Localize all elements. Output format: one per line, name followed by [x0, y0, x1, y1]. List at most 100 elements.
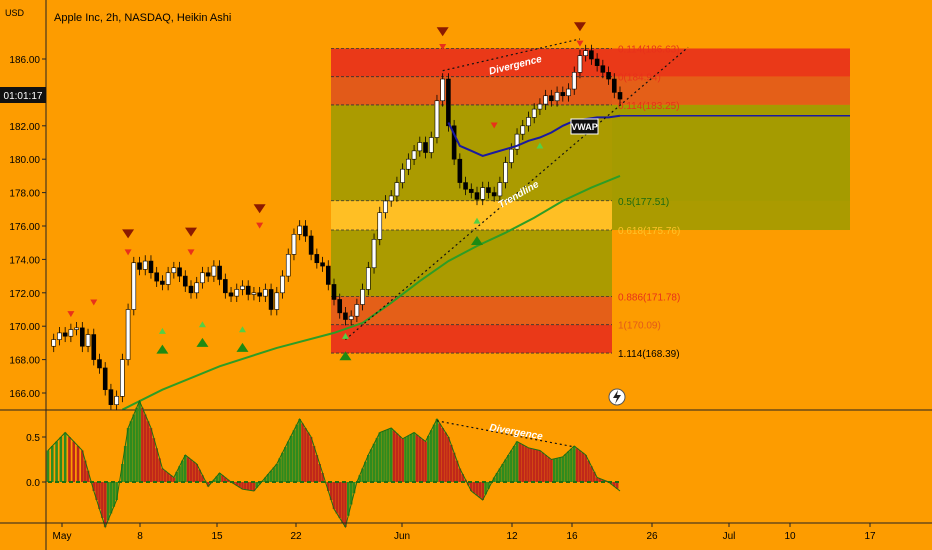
vwap-tag[interactable]: VWAP — [570, 118, 599, 135]
osc-bar — [183, 455, 187, 482]
sell-signal-marker — [185, 227, 197, 237]
osc-bar — [527, 447, 530, 482]
osc-tick-label: 0.5 — [26, 433, 40, 444]
osc-bar — [515, 441, 519, 482]
candle-up — [360, 289, 365, 305]
osc-bar — [332, 482, 336, 509]
osc-bar — [384, 430, 387, 482]
oscillator-axis[interactable]: 0.5 0.0 — [26, 433, 46, 489]
osc-bar — [612, 482, 616, 487]
fib-level-label: 0.618(175.76) — [618, 226, 680, 237]
osc-bar — [590, 466, 593, 482]
price-tick-label: 178.00 — [9, 189, 40, 200]
osc-bar — [407, 435, 410, 482]
candle-up — [291, 234, 297, 255]
osc-bar — [318, 464, 321, 482]
osc-bar — [532, 449, 536, 482]
candle-down — [137, 262, 142, 270]
candle-down — [589, 50, 594, 60]
osc-bar — [304, 428, 307, 482]
candle-up — [434, 100, 440, 138]
osc-bar — [564, 454, 567, 482]
fib-level-labels: 0.114(186.63) 0(184.94) 0.114(183.25) 0.5(1… — [618, 44, 680, 360]
candle-down — [314, 254, 320, 264]
candle-up — [571, 72, 577, 90]
osc-bar — [178, 466, 181, 482]
osc-bar — [341, 482, 344, 523]
candle-down — [257, 292, 262, 297]
candle-up — [211, 265, 217, 277]
osc-bar — [76, 446, 80, 482]
osc-bar — [344, 482, 347, 527]
fib-retracement-zone[interactable] — [331, 48, 850, 354]
candle-down — [337, 299, 343, 314]
osc-bar — [212, 479, 216, 482]
candle-up — [234, 289, 240, 297]
candle-down — [486, 187, 491, 193]
candle-up — [417, 142, 423, 152]
candle-down — [600, 65, 606, 73]
osc-bar — [512, 446, 516, 482]
price-tick-label: 186.00 — [9, 55, 40, 66]
buy-signal-marker — [236, 342, 249, 352]
candle-down — [62, 332, 68, 337]
sell-signal-marker — [439, 43, 447, 50]
osc-bar — [392, 430, 396, 482]
lightning-icon[interactable] — [608, 388, 626, 406]
osc-bar — [95, 482, 98, 500]
candle-down — [320, 262, 325, 267]
osc-bar — [544, 455, 547, 482]
osc-bar — [281, 452, 284, 482]
osc-bar — [481, 482, 485, 500]
osc-bar — [92, 482, 96, 491]
osc-bar — [398, 436, 402, 482]
candle-up — [514, 133, 520, 150]
candle-down — [160, 280, 165, 285]
time-tick-label: 26 — [646, 531, 658, 542]
osc-bar — [604, 480, 607, 482]
candle-down — [463, 182, 468, 190]
osc-bar — [535, 449, 539, 482]
osc-bar — [338, 482, 342, 518]
candle-up — [194, 282, 200, 294]
osc-bar — [198, 469, 201, 482]
currency-label: USD — [5, 8, 25, 18]
osc-bar — [103, 482, 107, 527]
osc-bar — [587, 460, 590, 482]
osc-bar — [538, 450, 542, 482]
osc-bar — [226, 479, 230, 482]
candle-down — [308, 235, 314, 255]
osc-bar — [427, 435, 430, 482]
osc-bar — [292, 430, 296, 482]
osc-bar — [109, 482, 113, 514]
osc-bar — [492, 477, 496, 482]
osc-bar — [424, 441, 427, 482]
osc-bar — [592, 471, 596, 482]
osc-bar — [138, 401, 141, 482]
osc-bar — [375, 438, 379, 482]
time-axis[interactable]: May 8 15 22 Jun 12 16 26 Jul 10 17 — [53, 523, 876, 542]
candle-up — [114, 396, 119, 405]
candle-up — [354, 304, 360, 317]
osc-bar — [449, 444, 453, 482]
candle-up — [165, 272, 171, 285]
osc-bar — [595, 477, 599, 482]
candle-down — [102, 367, 108, 390]
candle-up — [577, 55, 583, 73]
osc-bar — [238, 482, 241, 488]
candle-down — [245, 285, 251, 295]
osc-bar — [224, 477, 227, 482]
candle-down — [451, 125, 457, 160]
candle-up — [68, 329, 74, 337]
osc-bar — [123, 446, 127, 482]
oscillator-histogram — [46, 399, 621, 529]
osc-bar — [521, 444, 525, 482]
fib-level-label: 0.114(183.25) — [618, 101, 680, 112]
osc-bar — [59, 437, 63, 482]
candle-down — [148, 260, 154, 274]
candle-down — [474, 192, 480, 200]
candle-down — [91, 334, 97, 360]
osc-bar — [309, 437, 313, 482]
price-tick-label: 176.00 — [9, 222, 40, 233]
